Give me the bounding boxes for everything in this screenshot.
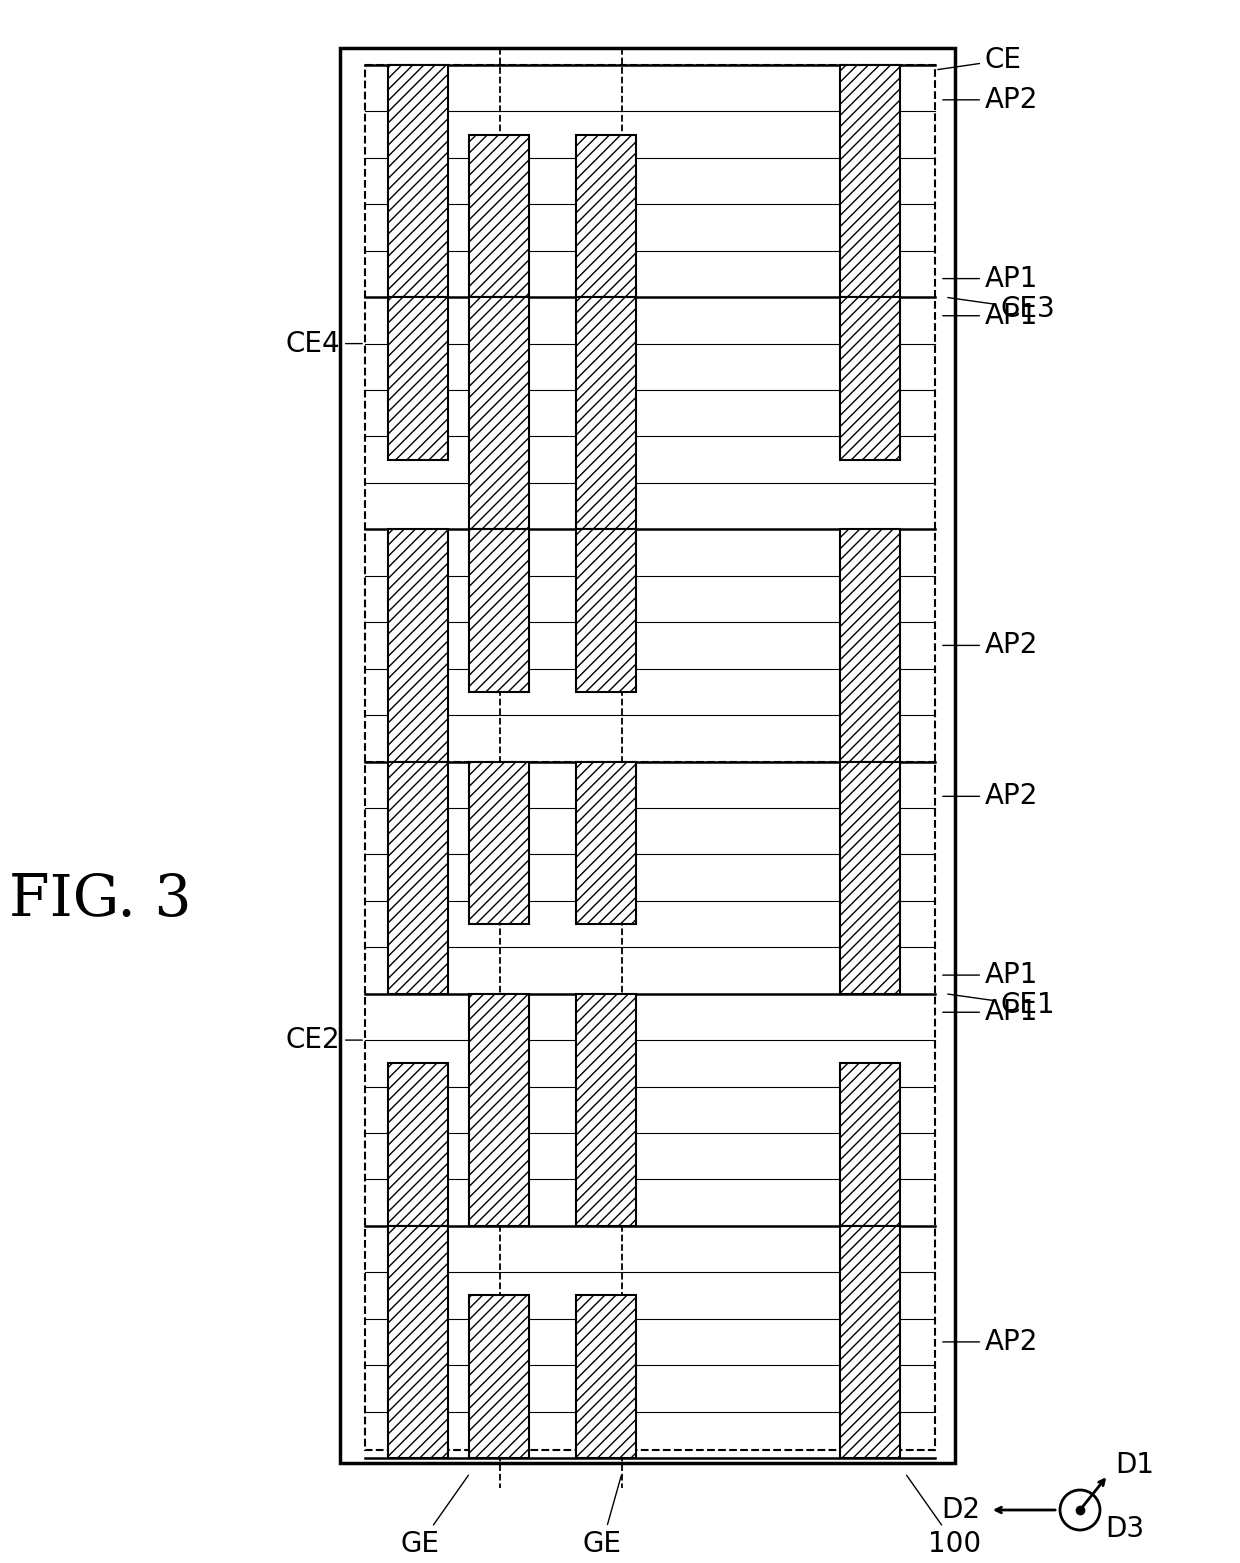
Text: FIG. 3: FIG. 3 [9,872,191,928]
Text: CE: CE [937,45,1022,73]
Bar [577,297,636,530]
Text: GE: GE [401,1475,469,1558]
Bar [469,994,529,1225]
Text: CE3: CE3 [947,295,1055,324]
Bar [577,1296,636,1458]
Bar [388,297,448,460]
Text: D3: D3 [1105,1515,1145,1543]
Text: D1: D1 [1115,1450,1154,1479]
Bar [839,530,900,761]
Bar [388,1225,448,1458]
Text: AP2: AP2 [942,1329,1038,1357]
Bar [577,761,636,924]
Bar [469,761,529,924]
Text: CE2: CE2 [285,1025,362,1053]
Bar [388,530,448,761]
Bar [839,1225,900,1458]
Text: CE1: CE1 [947,991,1055,1019]
Bar [388,761,448,994]
Text: AP1: AP1 [942,264,1038,292]
Bar [839,297,900,460]
Text: 100: 100 [906,1475,982,1558]
Text: D2: D2 [941,1496,980,1524]
Bar [340,48,955,1463]
Text: AP1: AP1 [942,302,1038,330]
Bar [365,66,935,1450]
Text: AP1: AP1 [942,999,1038,1027]
Text: AP1: AP1 [942,961,1038,989]
Bar [469,297,529,530]
Bar [839,761,900,994]
Text: AP2: AP2 [942,86,1038,114]
Text: GE: GE [583,1475,621,1558]
Bar [577,530,636,692]
Bar [839,66,900,297]
Bar [469,134,529,297]
Bar [577,994,636,1225]
Bar [577,134,636,297]
Bar [388,66,448,297]
Text: CE4: CE4 [285,330,362,358]
Text: AP2: AP2 [942,783,1038,810]
Bar [469,530,529,692]
Bar [469,1296,529,1458]
Text: AP2: AP2 [942,631,1038,660]
Bar [839,1063,900,1225]
Bar [388,1063,448,1225]
